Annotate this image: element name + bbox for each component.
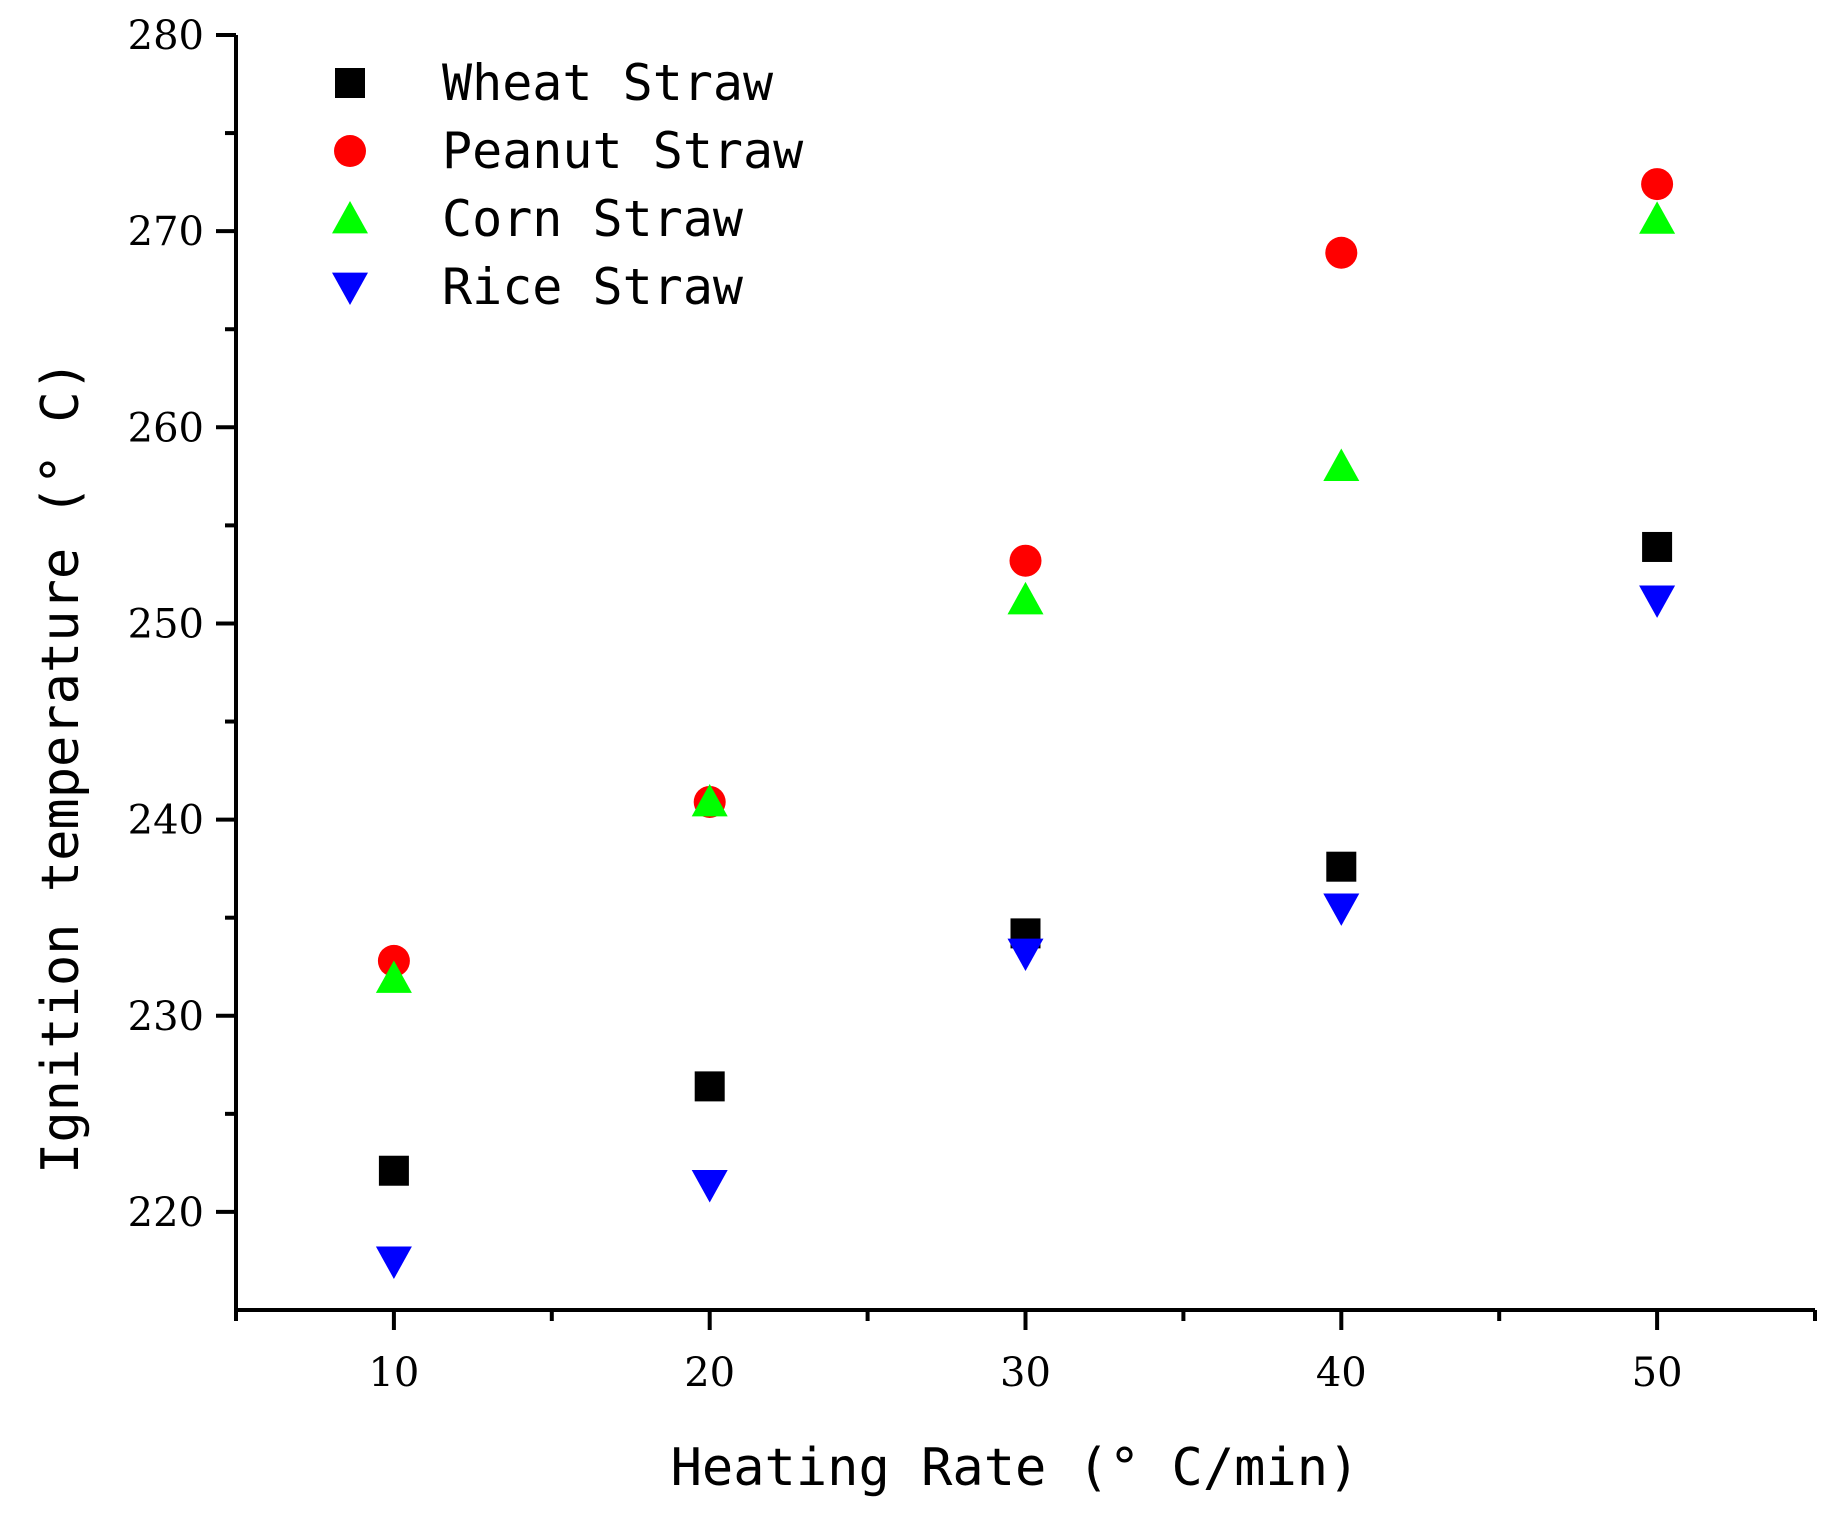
series-corn-straw — [375, 201, 1676, 993]
rice-straw-point — [691, 1170, 728, 1203]
y-tick-label: 220 — [128, 1190, 204, 1236]
legend-label-corn-straw: Corn Straw — [442, 190, 744, 248]
legend-label-rice-straw: Rice Straw — [442, 258, 744, 316]
x-tick-label: 10 — [368, 1350, 419, 1396]
legend-marker-rice-straw — [332, 272, 368, 305]
y-tick-label: 280 — [128, 13, 204, 59]
rice-straw-point — [375, 1246, 412, 1279]
legend-label-wheat-straw: Wheat Straw — [442, 54, 774, 112]
rice-straw-point — [1007, 938, 1044, 971]
legend-marker-peanut-straw — [334, 135, 366, 167]
legend-item-wheat-straw: Wheat Straw — [335, 54, 774, 112]
wheat-straw-point — [694, 1071, 725, 1102]
peanut-straw-point — [1325, 236, 1358, 269]
corn-straw-point — [1323, 448, 1360, 481]
x-axis-title: Heating Rate (° C/min) — [671, 1438, 1360, 1498]
series-rice-straw — [375, 585, 1676, 1279]
legend-item-corn-straw: Corn Straw — [332, 190, 744, 248]
x-tick-label: 50 — [1632, 1350, 1683, 1396]
legend-item-peanut-straw: Peanut Straw — [334, 122, 804, 180]
y-tick-label: 240 — [128, 798, 204, 844]
wheat-straw-point — [1642, 531, 1673, 562]
corn-straw-point — [691, 783, 728, 817]
rice-straw-point — [1323, 893, 1360, 926]
x-tick-label: 20 — [684, 1350, 735, 1396]
y-axis-title: Ignition temperature (° C) — [31, 360, 91, 1174]
legend-marker-wheat-straw — [335, 68, 365, 98]
wheat-straw-point — [1326, 851, 1357, 882]
wheat-straw-point — [378, 1155, 409, 1186]
x-tick-label: 30 — [1000, 1350, 1051, 1396]
peanut-straw-point — [1641, 168, 1674, 201]
legend-item-rice-straw: Rice Straw — [332, 258, 744, 316]
legend-marker-corn-straw — [332, 201, 368, 234]
data-points — [375, 168, 1676, 1279]
peanut-straw-point — [1009, 544, 1042, 577]
y-tick-label: 250 — [128, 601, 204, 647]
corn-straw-point — [375, 960, 412, 993]
tick-labels: 220 230 240 250 260 270 280 10 20 30 40 50 — [128, 13, 1683, 1396]
rice-straw-point — [1639, 585, 1676, 618]
y-tick-label: 230 — [128, 994, 204, 1040]
corn-straw-point — [1007, 581, 1044, 615]
x-tick-label: 40 — [1316, 1350, 1367, 1396]
legend-label-peanut-straw: Peanut Straw — [442, 122, 804, 180]
y-tick-label: 270 — [128, 209, 204, 255]
corn-straw-point — [1639, 201, 1676, 234]
legend: Wheat Straw Peanut Straw Corn Straw Rice St… — [332, 54, 804, 316]
ticks — [216, 33, 1817, 1330]
y-tick-label: 260 — [128, 405, 204, 451]
series-wheat-straw — [378, 531, 1673, 1186]
